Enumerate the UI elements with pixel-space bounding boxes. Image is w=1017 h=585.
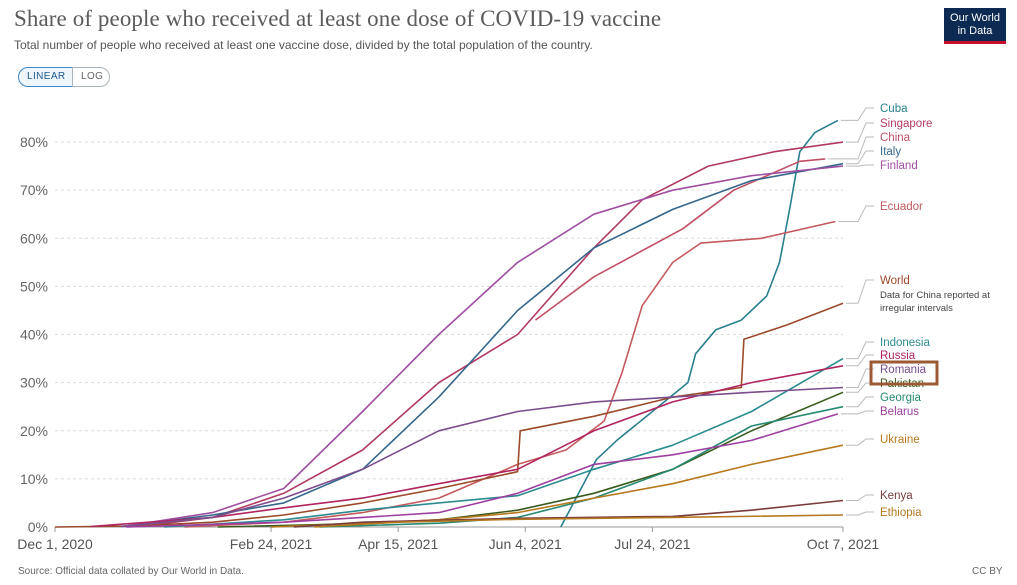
log-scale-button[interactable]: LOG (72, 67, 110, 87)
chart-title: Share of people who received at least on… (14, 6, 662, 31)
legend-leader-line (846, 494, 874, 501)
series-line-indonesia (164, 357, 844, 528)
legend-label-cuba: Cuba (880, 103, 908, 115)
legend-label-italy: Italy (880, 146, 901, 158)
series-line-ukraine (271, 444, 844, 528)
logo-line-2: in Data (957, 25, 993, 37)
y-tick-label: 50% (20, 278, 48, 294)
legend-label-russia: Russia (880, 350, 916, 362)
license-link[interactable]: CC BY (972, 566, 1003, 577)
source-note: Source: Official data collated by Our Wo… (18, 566, 244, 577)
legend-leader-line (828, 136, 874, 160)
legend-label-georgia: Georgia (880, 392, 922, 404)
y-tick-label: 80% (20, 134, 48, 150)
x-tick-label: Oct 7, 2021 (807, 536, 880, 552)
legend-leader-line (840, 410, 874, 415)
x-tick-label: Jul 24, 2021 (614, 536, 690, 552)
legend-leader-line (846, 396, 874, 408)
y-tick-label: 60% (20, 230, 48, 246)
legend-label-world: World (880, 275, 910, 287)
legend-label-ecuador: Ecuador (880, 201, 923, 213)
series-line-singapore (143, 141, 844, 527)
series-line-ecuador (184, 220, 836, 528)
legend-leader-line (846, 150, 874, 165)
china-annotation-line-1: Data for China reported at (880, 290, 990, 301)
chart-subtitle: Total number of people who received at l… (14, 38, 593, 52)
x-tick-label: Feb 24, 2021 (230, 536, 313, 552)
legend-leader-line (838, 205, 874, 222)
legend-leader-line (846, 164, 874, 167)
china-annotation-line-2: irregular intervals (880, 303, 953, 314)
legend-leader-line (846, 122, 874, 143)
legend-label-kenya: Kenya (880, 490, 913, 502)
y-tick-label: 0% (28, 519, 48, 535)
legend-label-finland: Finland (880, 160, 918, 172)
romania-highlight-box (869, 360, 939, 386)
series-line-romania (121, 386, 844, 528)
legend-label-singapore: Singapore (880, 118, 932, 130)
y-tick-label: 10% (20, 471, 48, 487)
series-line-world (54, 302, 844, 528)
y-tick-label: 20% (20, 423, 48, 439)
legend-label-china: China (880, 132, 911, 144)
x-tick-label: Apr 15, 2021 (358, 536, 438, 552)
legend-leader-line (846, 354, 874, 367)
legend-label-indonesia: Indonesia (880, 337, 930, 349)
series-line-kenya (293, 499, 844, 528)
legend-label-romania: Romania (880, 364, 927, 376)
y-tick-label: 30% (20, 375, 48, 391)
legend-leader-line (846, 438, 874, 446)
legend-label-ukraine: Ukraine (880, 434, 920, 446)
owid-logo[interactable]: Our World in Data (944, 8, 1006, 44)
y-tick-label: 40% (20, 327, 48, 343)
series-line-china (534, 158, 826, 321)
legend-leader-line (846, 341, 874, 360)
legend-label-belarus: Belarus (880, 406, 919, 418)
series-line-belarus (126, 413, 839, 528)
series-line-finland (123, 165, 844, 528)
legend-leader-line (846, 511, 874, 516)
series-line-italy (121, 162, 844, 528)
legend-leader-line (846, 279, 874, 304)
x-tick-label: Dec 1, 2020 (17, 536, 93, 552)
logo-line-1: Our World (950, 12, 1000, 24)
series-line-russia (90, 365, 844, 528)
x-tick-label: Jun 4, 2021 (489, 536, 562, 552)
legend-label-ethiopia: Ethiopia (880, 507, 922, 519)
y-tick-label: 70% (20, 182, 48, 198)
series-line-ethiopia (314, 514, 844, 528)
legend-leader-line (840, 107, 874, 121)
